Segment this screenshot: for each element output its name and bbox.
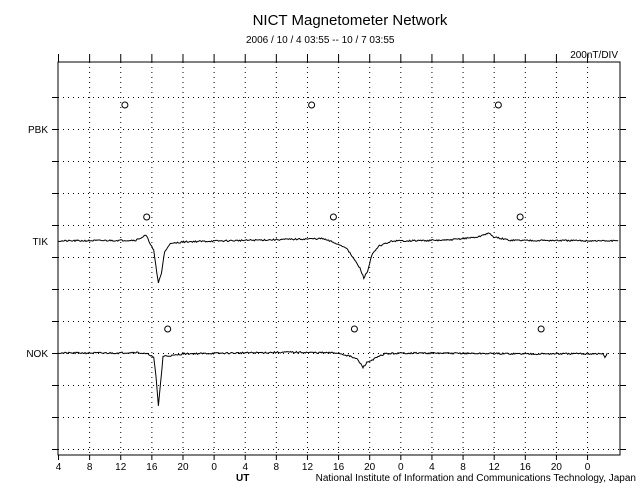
chart-title: NICT Magnetometer Network [252,12,448,29]
x-tick-label: 20 [177,462,189,473]
local-midnight-marker [516,213,524,221]
local-midnight-marker [494,101,502,109]
x-tick-label: 12 [115,462,127,473]
x-tick-label: 4 [429,462,435,473]
chart-subtitle: 2006 / 10 / 4 03:55 -- 10 / 7 03:55 [246,35,395,46]
scale-label: 200nT/DIV [570,50,618,61]
x-tick-label: 12 [489,462,501,473]
local-midnight-marker [143,213,151,221]
x-tick-label: 8 [87,462,93,473]
plot-frame [57,61,621,456]
x-tick-label: 16 [333,462,345,473]
local-midnight-marker [350,325,358,333]
x-axis-label: UT [236,473,250,484]
station-label-nok: NOK [26,349,48,360]
x-tick-label: 0 [398,462,404,473]
local-midnight-marker [121,101,129,109]
x-tick-label: 4 [242,462,248,473]
x-tick-label: 0 [585,462,591,473]
local-midnight-marker [329,213,337,221]
x-tick-label: 0 [211,462,217,473]
station-label-pbk: PBK [28,125,48,136]
x-tick-label: 12 [302,462,314,473]
x-tick-label: 16 [146,462,158,473]
x-tick-label: 8 [274,462,280,473]
x-tick-label: 4 [56,462,62,473]
x-tick-label: 20 [551,462,563,473]
x-tick-label: 20 [364,462,376,473]
trace-nok [57,350,608,406]
local-midnight-marker [164,325,172,333]
x-tick-label: 8 [460,462,466,473]
local-midnight-marker [308,101,316,109]
x-tick-label: 16 [520,462,532,473]
local-midnight-marker [537,325,545,333]
station-label-tik: TIK [32,237,48,248]
credit-text: National Institute of Information and Co… [315,473,636,484]
trace-tik [57,232,619,284]
